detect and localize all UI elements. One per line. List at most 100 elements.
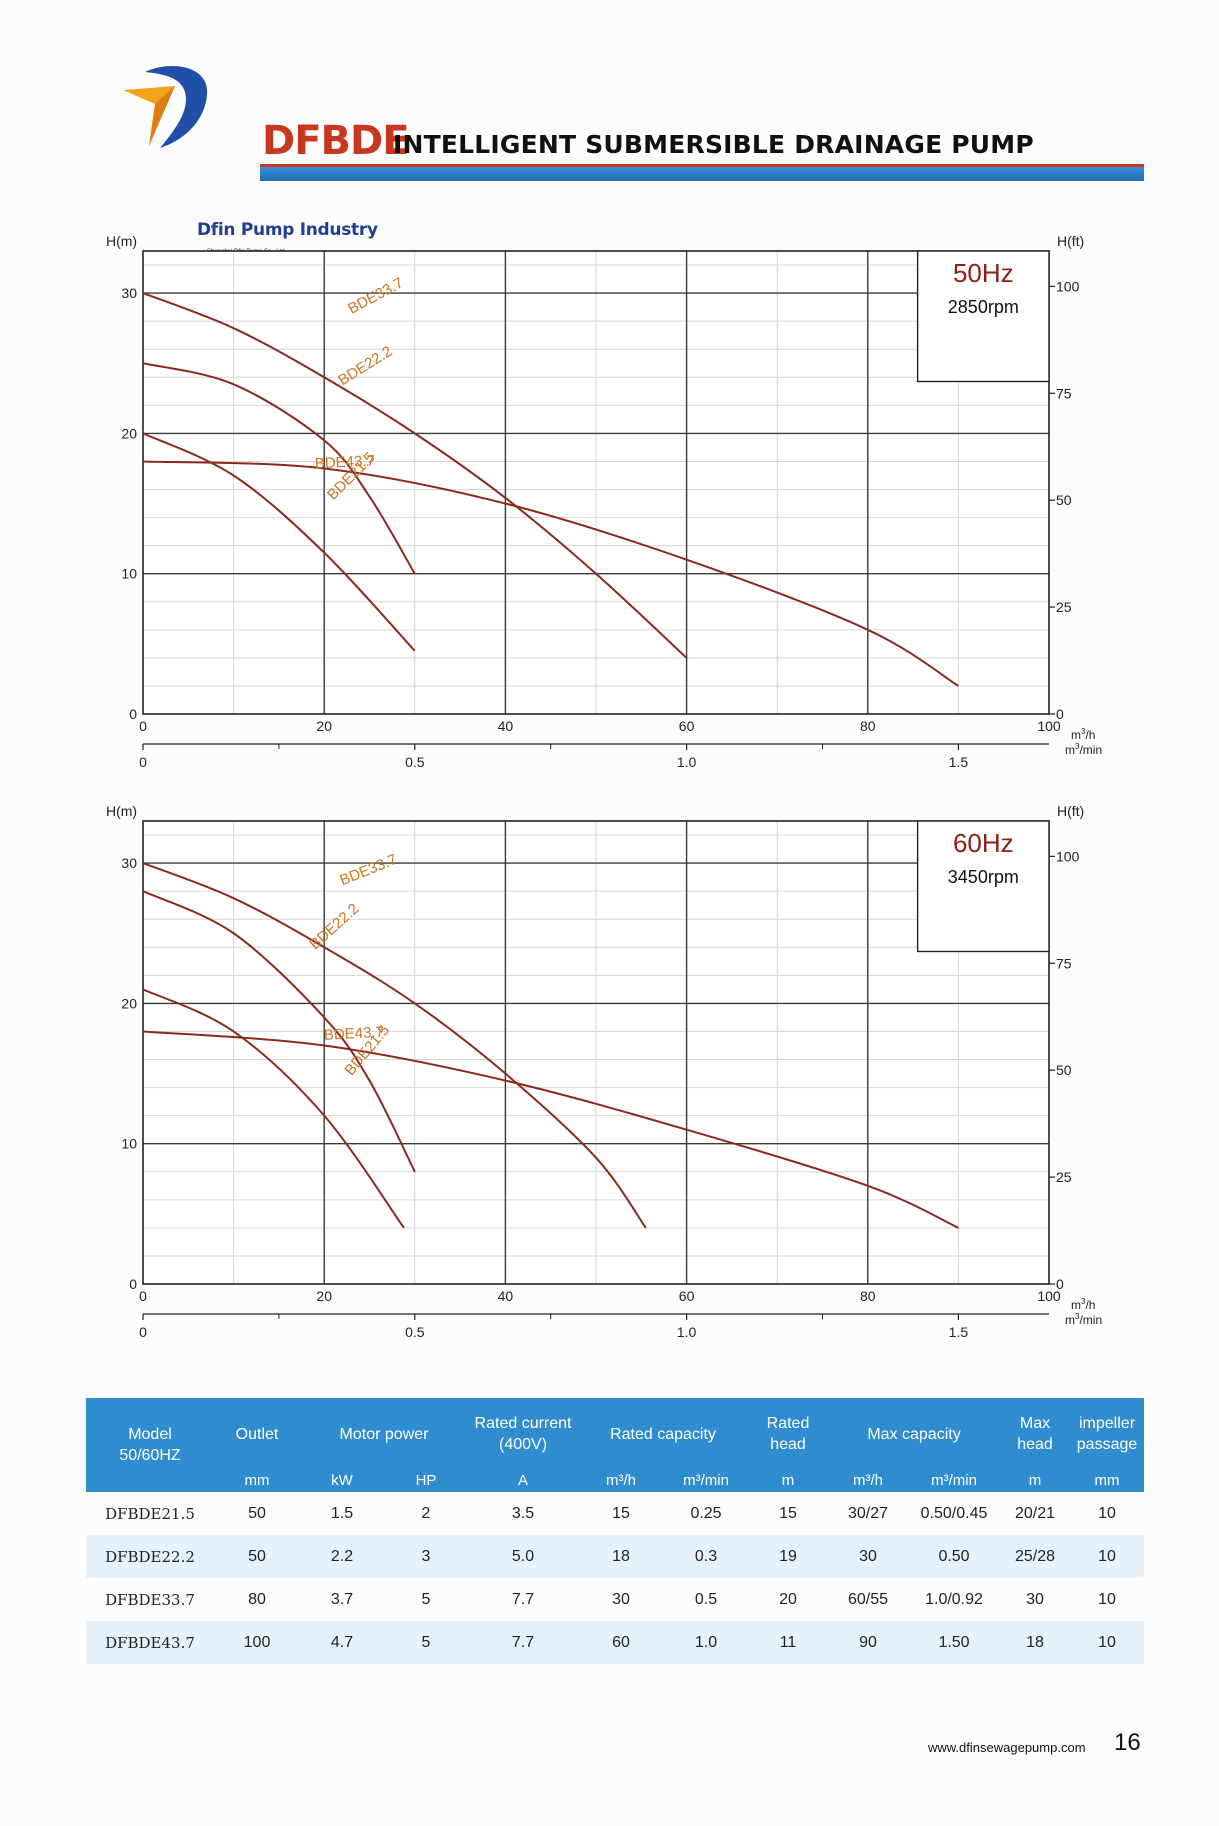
y-right-tick-label: 0 — [1056, 1276, 1064, 1292]
frequency-box — [916, 820, 1050, 953]
plot-frame — [142, 250, 1050, 715]
secondary-x-tick-label: 1.0 — [677, 754, 697, 770]
y-right-tick-label: 75 — [1056, 955, 1072, 971]
header-max-capacity: Max capacity — [828, 1398, 1001, 1470]
series-label: BDE43.7 — [324, 1024, 385, 1044]
y-right-tick-label: 25 — [1056, 1169, 1072, 1185]
unit-cell: HP — [384, 1470, 469, 1492]
y-right-axis-label: H(ft) — [1057, 233, 1084, 249]
table-cell: 30 — [1026, 1590, 1044, 1608]
secondary-x-tick-label: 1.5 — [949, 1324, 969, 1340]
table-cell: 0.50 — [908, 1535, 1001, 1578]
secondary-x-tick-label: 0 — [139, 754, 147, 770]
unit-cell: m³/h — [828, 1470, 909, 1492]
table-cell: 2 — [421, 1504, 431, 1522]
table-cell: 18 — [1000, 1621, 1071, 1664]
x-tick-label: 20 — [316, 718, 332, 734]
performance-chart-50hz: 0 10 20 30 H(m) 0 25 50 75 100 H(ft) 0 20 40 60 80 100 m3… — [0, 230, 1219, 790]
frequency-box — [916, 250, 1050, 383]
series-label: BDE43.7 — [314, 452, 375, 472]
x-tick-label: 80 — [860, 1288, 876, 1304]
secondary-x-tick-label: 0.5 — [405, 754, 425, 770]
table-cell: DFBDE33.7 — [105, 1590, 195, 1609]
table-cell: DFBDE43.7 — [86, 1621, 214, 1664]
header-rated-head: Rated head — [748, 1398, 829, 1470]
x-tick-label: 40 — [498, 1288, 514, 1304]
table-cell: 60 — [578, 1621, 665, 1664]
table-cell: 90 — [828, 1621, 909, 1664]
x-unit-label: m3/h — [1071, 727, 1095, 742]
table-cell: 50 — [214, 1535, 300, 1578]
y-axis-label: H(m) — [106, 233, 137, 249]
y-tick-label: 10 — [121, 1136, 137, 1152]
brand-title: DFBDE — [262, 118, 410, 164]
table-cell: 20 — [779, 1590, 797, 1608]
header-rated-capacity: Rated capacity — [578, 1398, 749, 1470]
table-cell: 10 — [1070, 1621, 1145, 1664]
table-cell: 19 — [748, 1535, 829, 1578]
table-cell: 2.2 — [300, 1535, 384, 1578]
x-tick-label: 80 — [860, 718, 876, 734]
table-cell: 5 — [421, 1590, 431, 1608]
table-cell: 18 — [578, 1535, 665, 1578]
header-motor-power: Motor power — [300, 1398, 469, 1470]
y-tick-label: 0 — [129, 706, 137, 722]
table-cell: 10 — [1098, 1504, 1116, 1522]
table-cell: 3.7 — [330, 1590, 354, 1608]
table-cell: 1.0 — [664, 1621, 749, 1664]
series-line-bde33-7 — [142, 292, 688, 659]
header-rated-current: Rated current (400V) — [468, 1398, 579, 1470]
table-cell: 80 — [248, 1590, 266, 1608]
y-right-tick-label: 50 — [1056, 1062, 1072, 1078]
unit-cell: kW — [300, 1470, 384, 1492]
y-right-tick-label: 0 — [1056, 706, 1064, 722]
x-unit-label-secondary: m3/min — [1065, 742, 1102, 757]
y-tick-label: 0 — [129, 1276, 137, 1292]
y-tick-label: 30 — [121, 855, 137, 871]
y-tick-label: 30 — [121, 285, 137, 301]
series-line-bde22-2 — [142, 362, 416, 575]
header-max-head: Max head — [1000, 1398, 1071, 1470]
table-cell: 3.5 — [511, 1504, 535, 1522]
unit-cell: m³/min — [908, 1470, 1001, 1492]
table-cell: DFBDE22.2 — [86, 1535, 214, 1578]
table-cell: 15 — [779, 1504, 797, 1522]
table-cell: 25/28 — [1000, 1535, 1071, 1578]
table-cell: 7.7 — [468, 1621, 579, 1664]
table-cell: 100 — [214, 1621, 300, 1664]
page-number: 16 — [1114, 1729, 1141, 1756]
page-headline: INTELLIGENT SUBMERSIBLE DRAINAGE PUMP — [393, 130, 1034, 159]
series-line-bde43-7 — [142, 460, 959, 687]
unit-cell: m — [1000, 1470, 1071, 1492]
y-right-tick-label: 100 — [1056, 848, 1080, 864]
y-right-axis-label: H(ft) — [1057, 803, 1084, 819]
unit-cell: mm — [1070, 1470, 1145, 1492]
header-rule-blue — [260, 167, 1144, 181]
unit-cell: mm — [214, 1470, 300, 1492]
y-right-tick-label: 50 — [1056, 492, 1072, 508]
y-right-tick-label: 75 — [1056, 385, 1072, 401]
table-row: DFBDE21.5 50 1.5 2 3.5 15 0.25 15 30/27 … — [86, 1492, 1144, 1535]
table-cell: 1.5 — [330, 1504, 354, 1522]
company-logo: Dfin Pump Industry Shanghai Dfin Pump Co… — [95, 60, 378, 255]
table-cell: 5.0 — [468, 1535, 579, 1578]
x-tick-label: 100 — [1037, 718, 1061, 734]
series-line-bde21-5 — [142, 988, 405, 1229]
table-cell: 11 — [748, 1621, 829, 1664]
chart-title: 50Hz — [953, 258, 1014, 288]
series-line-bde33-7 — [142, 862, 647, 1229]
plot-frame — [142, 820, 1050, 1285]
table-row: DFBDE33.7 80 3.7 5 7.7 30 0.5 20 60/55 1… — [86, 1578, 1144, 1621]
x-tick-label: 60 — [679, 718, 695, 734]
series-line-bde43-7 — [142, 1030, 959, 1229]
y-tick-label: 10 — [121, 566, 137, 582]
x-tick-label: 40 — [498, 718, 514, 734]
table-cell: 20/21 — [1014, 1504, 1056, 1522]
y-tick-label: 20 — [121, 425, 137, 441]
table-row: DFBDE22.2 50 2.2 3 5.0 18 0.3 19 30 0.50… — [86, 1535, 1145, 1578]
table-cell: 30/27 — [847, 1504, 889, 1522]
secondary-x-tick-label: 0.5 — [405, 1324, 425, 1340]
header-impeller-passage: impeller passage — [1070, 1398, 1145, 1470]
table-cell: 3 — [384, 1535, 469, 1578]
y-right-tick-label: 100 — [1056, 278, 1080, 294]
